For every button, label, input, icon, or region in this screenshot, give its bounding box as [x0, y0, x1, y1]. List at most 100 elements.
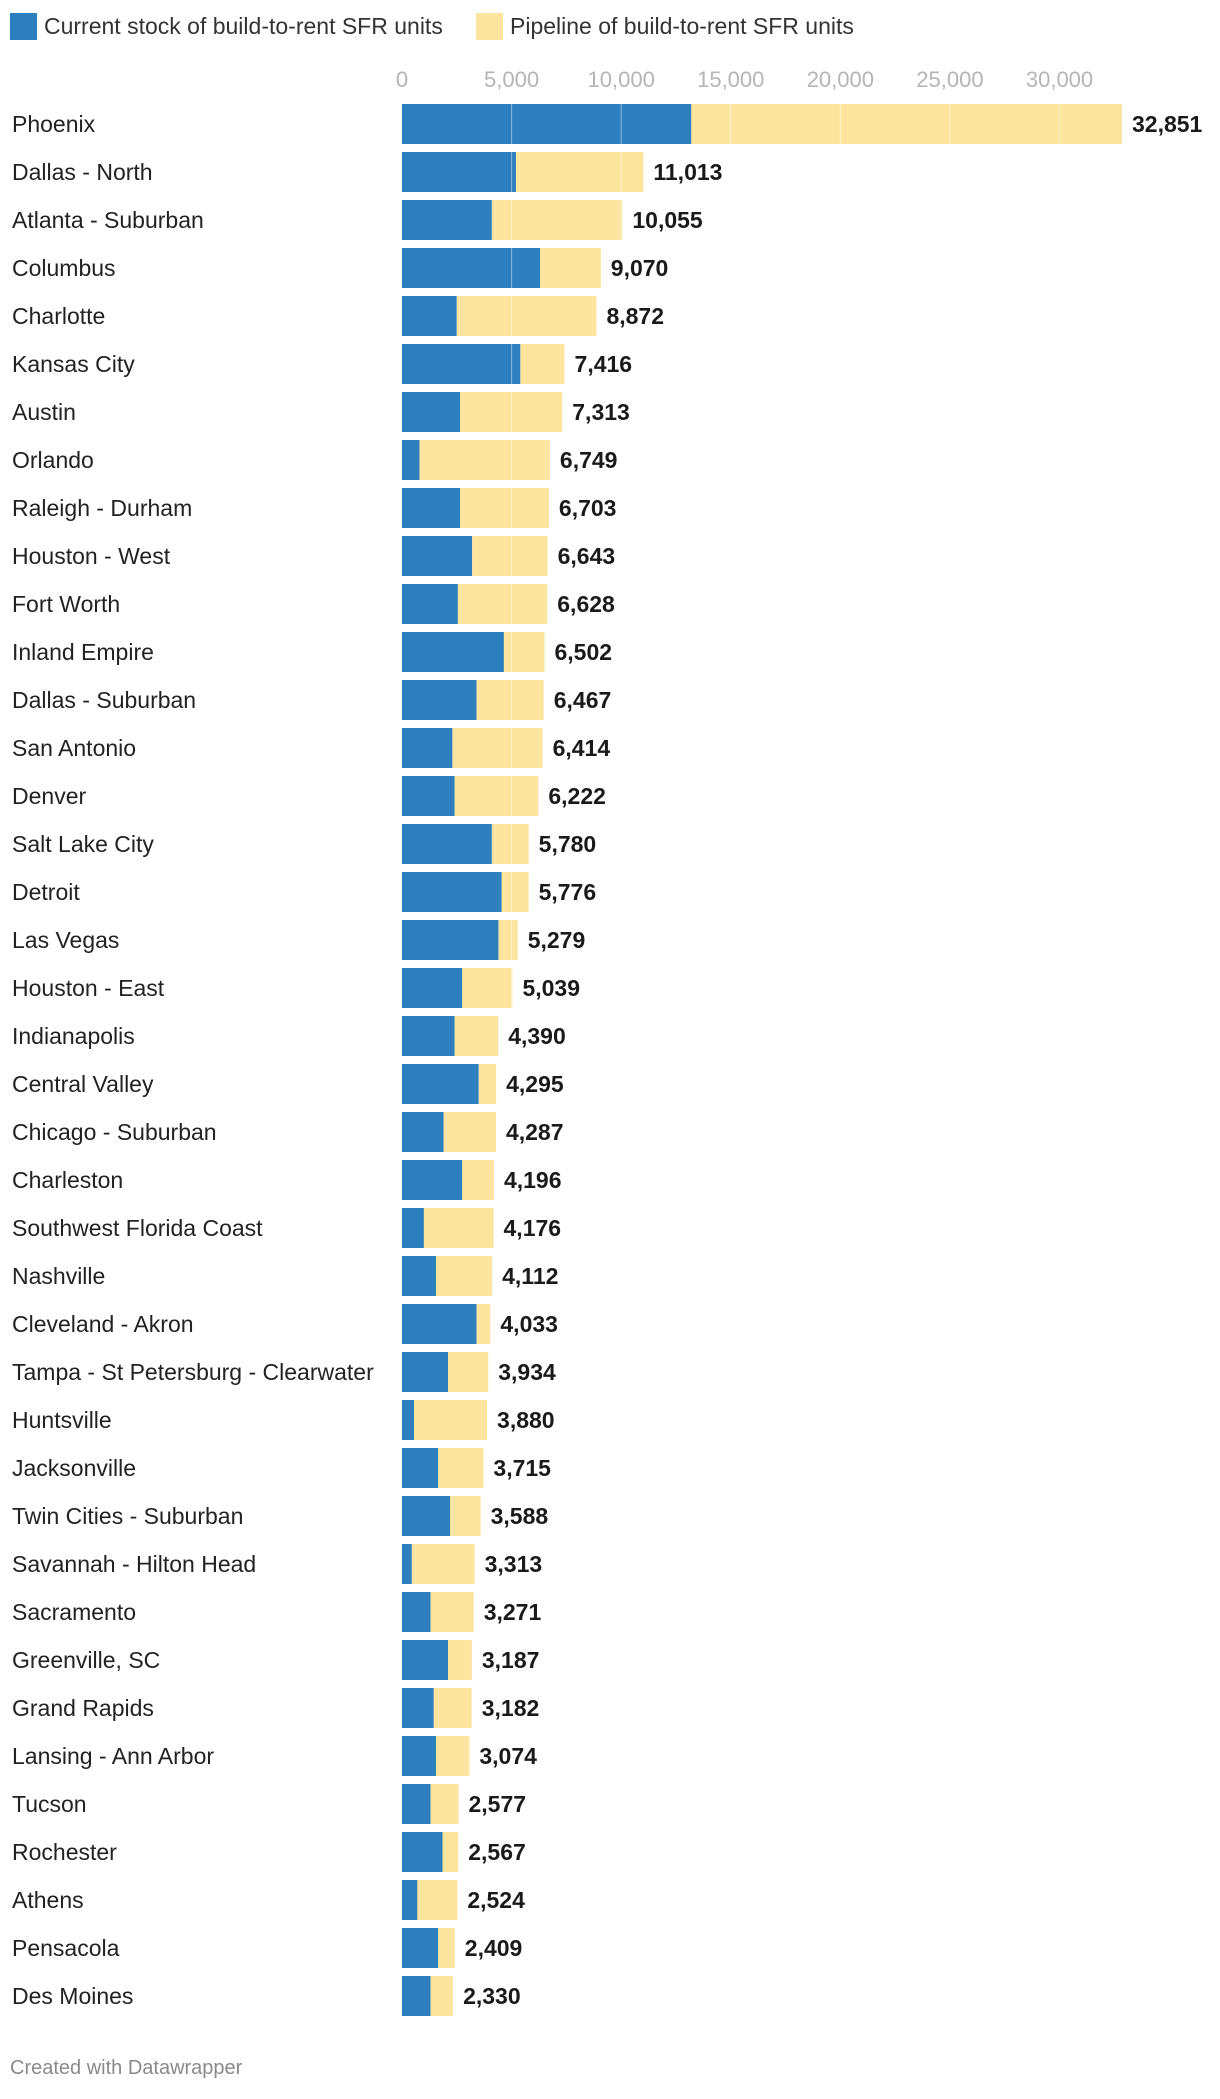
category-label: Dallas - Suburban [12, 687, 196, 713]
bar-current-stock [402, 1784, 431, 1824]
category-label: Twin Cities - Suburban [12, 1503, 243, 1529]
total-value-label: 4,295 [506, 1071, 564, 1097]
category-label: Tampa - St Petersburg - Clearwater [12, 1359, 374, 1385]
category-label: Columbus [12, 255, 116, 281]
category-label: Pensacola [12, 1935, 120, 1961]
bar-current-stock [402, 1736, 436, 1776]
legend-swatch-pipeline [476, 13, 503, 40]
bar-pipeline [540, 248, 601, 288]
bar-pipeline [443, 1112, 496, 1152]
total-value-label: 3,934 [498, 1359, 556, 1385]
total-value-label: 7,313 [572, 399, 630, 425]
bar-current-stock [402, 200, 492, 240]
legend-swatch-current-stock [10, 13, 37, 40]
bar-pipeline [414, 1400, 488, 1440]
category-label: Austin [12, 399, 76, 425]
total-value-label: 2,330 [463, 1983, 521, 2009]
total-value-label: 2,524 [467, 1887, 525, 1913]
bar-current-stock [402, 1208, 424, 1248]
total-value-label: 3,715 [493, 1455, 551, 1481]
category-label: Indianapolis [12, 1023, 135, 1049]
category-label: Phoenix [12, 111, 96, 137]
bar-current-stock [402, 248, 541, 288]
bar-current-stock [402, 1592, 431, 1632]
bar-current-stock [402, 968, 463, 1008]
total-value-label: 4,390 [508, 1023, 566, 1049]
bar-current-stock [402, 1256, 436, 1296]
bar-pipeline [423, 1208, 494, 1248]
category-label: Atlanta - Suburban [12, 207, 204, 233]
total-value-label: 3,182 [482, 1695, 540, 1721]
category-label: Athens [12, 1887, 84, 1913]
category-label: Chicago - Suburban [12, 1119, 217, 1145]
total-value-label: 6,628 [557, 591, 615, 617]
bar-current-stock [402, 1976, 431, 2016]
bar-current-stock [402, 1448, 439, 1488]
bar-pipeline [476, 1304, 491, 1344]
bar-current-stock [402, 440, 420, 480]
gridlines [511, 104, 1061, 2016]
bar-current-stock [402, 344, 521, 384]
total-value-label: 7,416 [575, 351, 633, 377]
bar-current-stock [402, 872, 502, 912]
category-label: San Antonio [12, 735, 136, 761]
total-value-label: 3,313 [485, 1551, 543, 1577]
bar-pipeline [433, 1688, 472, 1728]
category-label: Tucson [12, 1791, 87, 1817]
bar-current-stock [402, 1016, 455, 1056]
total-value-label: 4,196 [504, 1167, 562, 1193]
total-value-label: 6,643 [558, 543, 616, 569]
bar-current-stock [402, 1928, 439, 1968]
bar-pipeline [454, 776, 539, 816]
bar-pipeline [520, 344, 565, 384]
total-value-label: 3,187 [482, 1647, 540, 1673]
bar-pipeline [430, 1784, 459, 1824]
category-label: Raleigh - Durham [12, 495, 192, 521]
bar-current-stock [402, 632, 504, 672]
bar-pipeline [457, 584, 548, 624]
category-label: Charlotte [12, 303, 105, 329]
total-value-label: 6,749 [560, 447, 618, 473]
bar-current-stock [402, 296, 457, 336]
legend-label-current-stock: Current stock of build-to-rent SFR units [44, 13, 443, 39]
category-label: Houston - West [12, 543, 171, 569]
bar-pipeline [435, 1736, 470, 1776]
bar-pipeline [411, 1544, 475, 1584]
total-value-label: 5,780 [539, 831, 597, 857]
category-label: Denver [12, 783, 86, 809]
bar-pipeline [452, 728, 543, 768]
bar-current-stock [402, 488, 461, 528]
category-label: Inland Empire [12, 639, 154, 665]
bar-pipeline [503, 632, 545, 672]
bar-pipeline [478, 1064, 497, 1104]
bar-current-stock [402, 1880, 418, 1920]
bar-current-stock [402, 1064, 479, 1104]
bar-current-stock [402, 776, 455, 816]
legend-label-pipeline: Pipeline of build-to-rent SFR units [510, 13, 854, 39]
total-value-label: 3,880 [497, 1407, 555, 1433]
total-value-label: 4,033 [500, 1311, 558, 1337]
total-value-label: 6,502 [555, 639, 613, 665]
bar-pipeline [491, 824, 529, 864]
x-tick-label: 30,000 [1026, 67, 1093, 92]
category-label: Las Vegas [12, 927, 119, 953]
total-value-label: 3,074 [479, 1743, 537, 1769]
category-label: Orlando [12, 447, 94, 473]
category-label: Greenville, SC [12, 1647, 160, 1673]
category-label: Detroit [12, 879, 80, 905]
total-value-label: 4,112 [502, 1263, 558, 1289]
total-value-label: 8,872 [606, 303, 664, 329]
bar-current-stock [402, 680, 477, 720]
total-value-label: 6,414 [553, 735, 611, 761]
category-label: Grand Rapids [12, 1695, 154, 1721]
bar-pipeline [476, 680, 544, 720]
total-value-labels: 32,851 11,013 10,055 9,070 8,872 7,416 7,313 6,… [463, 111, 1202, 2009]
bar-pipeline [435, 1256, 493, 1296]
category-label: Dallas - North [12, 159, 153, 185]
bar-pipeline [430, 1592, 474, 1632]
bar-pipeline [448, 1640, 472, 1680]
total-value-label: 3,588 [491, 1503, 549, 1529]
total-value-label: 11,013 [653, 159, 722, 185]
x-tick-label: 15,000 [697, 67, 764, 92]
